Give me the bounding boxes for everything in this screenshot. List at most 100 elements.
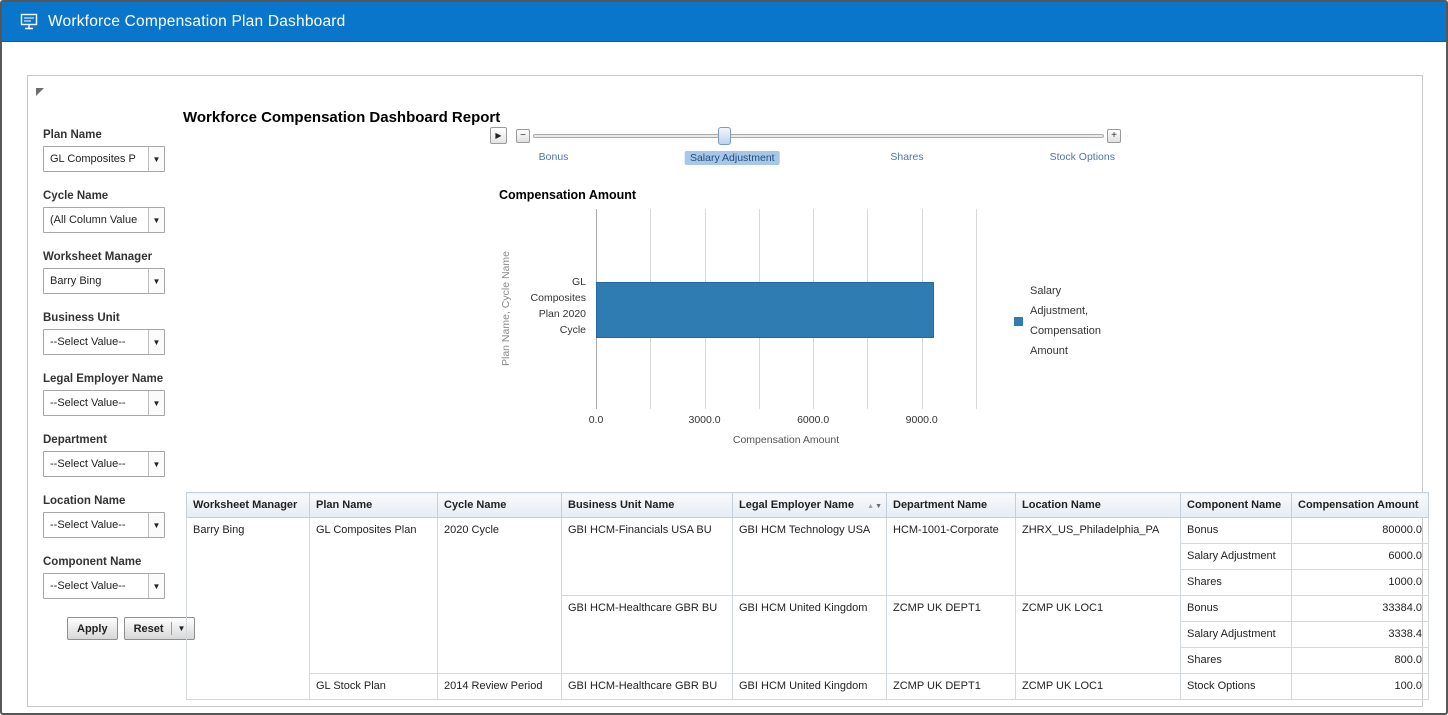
- dashboard-monitor-icon: [20, 13, 40, 31]
- location-name-dropdown[interactable]: --Select Value-- ▼: [43, 512, 165, 538]
- cell-compensation-amount: 800.0: [1291, 647, 1429, 674]
- slider-play-button[interactable]: ▶: [490, 127, 507, 144]
- reset-button[interactable]: Reset ▼: [123, 617, 196, 640]
- slider-increment-button[interactable]: +: [1107, 129, 1121, 143]
- chevron-down-icon: ▼: [177, 624, 186, 633]
- cell-component-name: Shares: [1180, 647, 1292, 674]
- cell-compensation-amount: 3338.4: [1291, 621, 1429, 648]
- chart-legend: Salary Adjustment, Compensation Amount: [1014, 281, 1114, 361]
- cell-location-name: ZCMP UK LOC1: [1015, 673, 1181, 700]
- legend-swatch: [1014, 316, 1023, 326]
- legal-employer-name-dropdown[interactable]: --Select Value-- ▼: [43, 390, 165, 416]
- x-tick-label: 6000.0: [797, 414, 830, 426]
- table-header-row: Worksheet Manager Plan Name Cycle Name B…: [186, 492, 1429, 518]
- col-header-plan-name[interactable]: Plan Name: [309, 492, 438, 518]
- chevron-down-icon: ▼: [152, 459, 161, 469]
- section-slider: − + Bonus Salary Adjustment Shares Stock…: [516, 127, 1121, 167]
- dropdown-arrow-button[interactable]: ▼: [148, 513, 164, 537]
- cell-department-name: ZCMP UK DEPT1: [886, 673, 1016, 700]
- table-row: Salary Adjustment 6000.0: [187, 543, 1429, 570]
- panel-collapse-icon[interactable]: [36, 88, 44, 96]
- reset-button-label: Reset: [133, 622, 164, 635]
- col-header-department-name[interactable]: Department Name: [886, 492, 1016, 518]
- dropdown-value: --Select Value--: [50, 336, 126, 348]
- cell-location-name: ZCMP UK LOC1: [1015, 595, 1181, 674]
- business-unit-dropdown[interactable]: --Select Value-- ▼: [43, 329, 165, 355]
- slider-decrement-button[interactable]: −: [516, 129, 530, 143]
- filter-label-cycle-name: Cycle Name: [43, 190, 109, 202]
- table-row: GL Stock Plan 2014 Review Period GBI HCM…: [187, 673, 1429, 700]
- col-header-business-unit-name[interactable]: Business Unit Name: [561, 492, 733, 518]
- worksheet-manager-dropdown[interactable]: Barry Bing ▼: [43, 268, 165, 294]
- dropdown-value: --Select Value--: [50, 580, 126, 592]
- table-row: Salary Adjustment 3338.4: [187, 621, 1429, 648]
- dropdown-arrow-button[interactable]: ▼: [148, 452, 164, 476]
- apply-button[interactable]: Apply: [67, 617, 118, 640]
- sort-descending-icon[interactable]: ▼: [875, 503, 883, 510]
- col-header-cycle-name[interactable]: Cycle Name: [437, 492, 562, 518]
- cell-component-name: Shares: [1180, 569, 1292, 596]
- cell-plan-name: GL Stock Plan: [309, 673, 438, 700]
- cell-business-unit-name: GBI HCM-Financials USA BU: [561, 517, 733, 596]
- cell-department-name: ZCMP UK DEPT1: [886, 595, 1016, 674]
- department-dropdown[interactable]: --Select Value-- ▼: [43, 451, 165, 477]
- x-axis-ticks: 0.0 3000.0 6000.0 9000.0: [589, 414, 976, 428]
- col-header-location-name[interactable]: Location Name: [1015, 492, 1181, 518]
- slider-labels: Bonus Salary Adjustment Shares Stock Opt…: [533, 151, 1115, 167]
- cell-compensation-amount: 100.0: [1291, 673, 1429, 700]
- cell-legal-employer-name: GBI HCM Technology USA: [732, 517, 887, 596]
- cell-component-name: Salary Adjustment: [1180, 621, 1292, 648]
- x-tick-label: 0.0: [588, 414, 604, 426]
- cycle-name-dropdown[interactable]: (All Column Value ▼: [43, 207, 165, 233]
- bar-salary-adjustment[interactable]: [596, 282, 934, 338]
- slider-label-stock-options[interactable]: Stock Options: [1049, 151, 1115, 163]
- dropdown-arrow-button[interactable]: ▼: [148, 147, 164, 171]
- col-header-compensation-amount[interactable]: Compensation Amount: [1291, 492, 1429, 518]
- col-header-worksheet-manager[interactable]: Worksheet Manager: [186, 492, 310, 518]
- dropdown-arrow-button[interactable]: ▼: [148, 330, 164, 354]
- cell-department-name: HCM-1001-Corporate: [886, 517, 1016, 596]
- chevron-down-icon: ▼: [152, 398, 161, 408]
- table-row: Shares 1000.0: [187, 569, 1429, 596]
- dropdown-arrow-button[interactable]: ▼: [148, 208, 164, 232]
- apply-button-label: Apply: [77, 622, 108, 635]
- sort-ascending-icon[interactable]: ▲: [867, 503, 876, 510]
- dropdown-arrow-button[interactable]: ▼: [148, 574, 164, 598]
- sort-icons[interactable]: ▲▼: [867, 500, 883, 514]
- cell-compensation-amount: 1000.0: [1291, 569, 1429, 596]
- dropdown-arrow-button[interactable]: ▼: [148, 269, 164, 293]
- cell-cycle-name: 2014 Review Period: [437, 673, 562, 700]
- filter-label-component-name: Component Name: [43, 556, 142, 568]
- top-header-bar: Workforce Compensation Plan Dashboard: [2, 2, 1446, 42]
- cell-compensation-amount: 6000.0: [1291, 543, 1429, 570]
- slider-track[interactable]: [533, 134, 1104, 138]
- play-icon: ▶: [495, 131, 502, 140]
- filter-label-department: Department: [43, 434, 107, 446]
- filter-label-worksheet-manager: Worksheet Manager: [43, 251, 153, 263]
- col-header-legal-employer-name[interactable]: Legal Employer Name ▲▼: [732, 492, 887, 518]
- table-row: Shares 800.0: [187, 647, 1429, 674]
- col-header-component-name[interactable]: Component Name: [1180, 492, 1292, 518]
- cell-legal-employer-name: GBI HCM United Kingdom: [732, 595, 887, 674]
- component-name-dropdown[interactable]: --Select Value-- ▼: [43, 573, 165, 599]
- chevron-down-icon: ▼: [152, 276, 161, 286]
- slider-label-shares[interactable]: Shares: [890, 151, 924, 163]
- cell-component-name: Stock Options: [1180, 673, 1292, 700]
- dropdown-arrow-button[interactable]: ▼: [148, 391, 164, 415]
- slider-handle[interactable]: [718, 127, 732, 145]
- cell-cycle-name: 2020 Cycle: [437, 517, 562, 674]
- plan-name-dropdown[interactable]: GL Composites P ▼: [43, 146, 165, 172]
- x-tick-label: 3000.0: [688, 414, 721, 426]
- legend-label: Salary Adjustment, Compensation Amount: [1030, 285, 1101, 357]
- cell-location-name: ZHRX_US_Philadelphia_PA: [1015, 517, 1181, 596]
- dropdown-value: --Select Value--: [50, 458, 126, 470]
- gridline: [976, 209, 977, 409]
- cell-business-unit-name: GBI HCM-Healthcare GBR BU: [561, 595, 733, 674]
- dashboard-panel: Plan Name GL Composites P ▼ Cycle Name (…: [27, 75, 1429, 707]
- table-row: Barry Bing GL Composites Plan 2020 Cycle…: [186, 517, 1429, 700]
- table-row: GBI HCM-Healthcare GBR BU GBI HCM United…: [187, 595, 1429, 674]
- slider-label-salary-adjustment[interactable]: Salary Adjustment: [684, 151, 780, 165]
- dropdown-value: GL Composites P: [50, 153, 136, 165]
- slider-label-bonus[interactable]: Bonus: [538, 151, 569, 163]
